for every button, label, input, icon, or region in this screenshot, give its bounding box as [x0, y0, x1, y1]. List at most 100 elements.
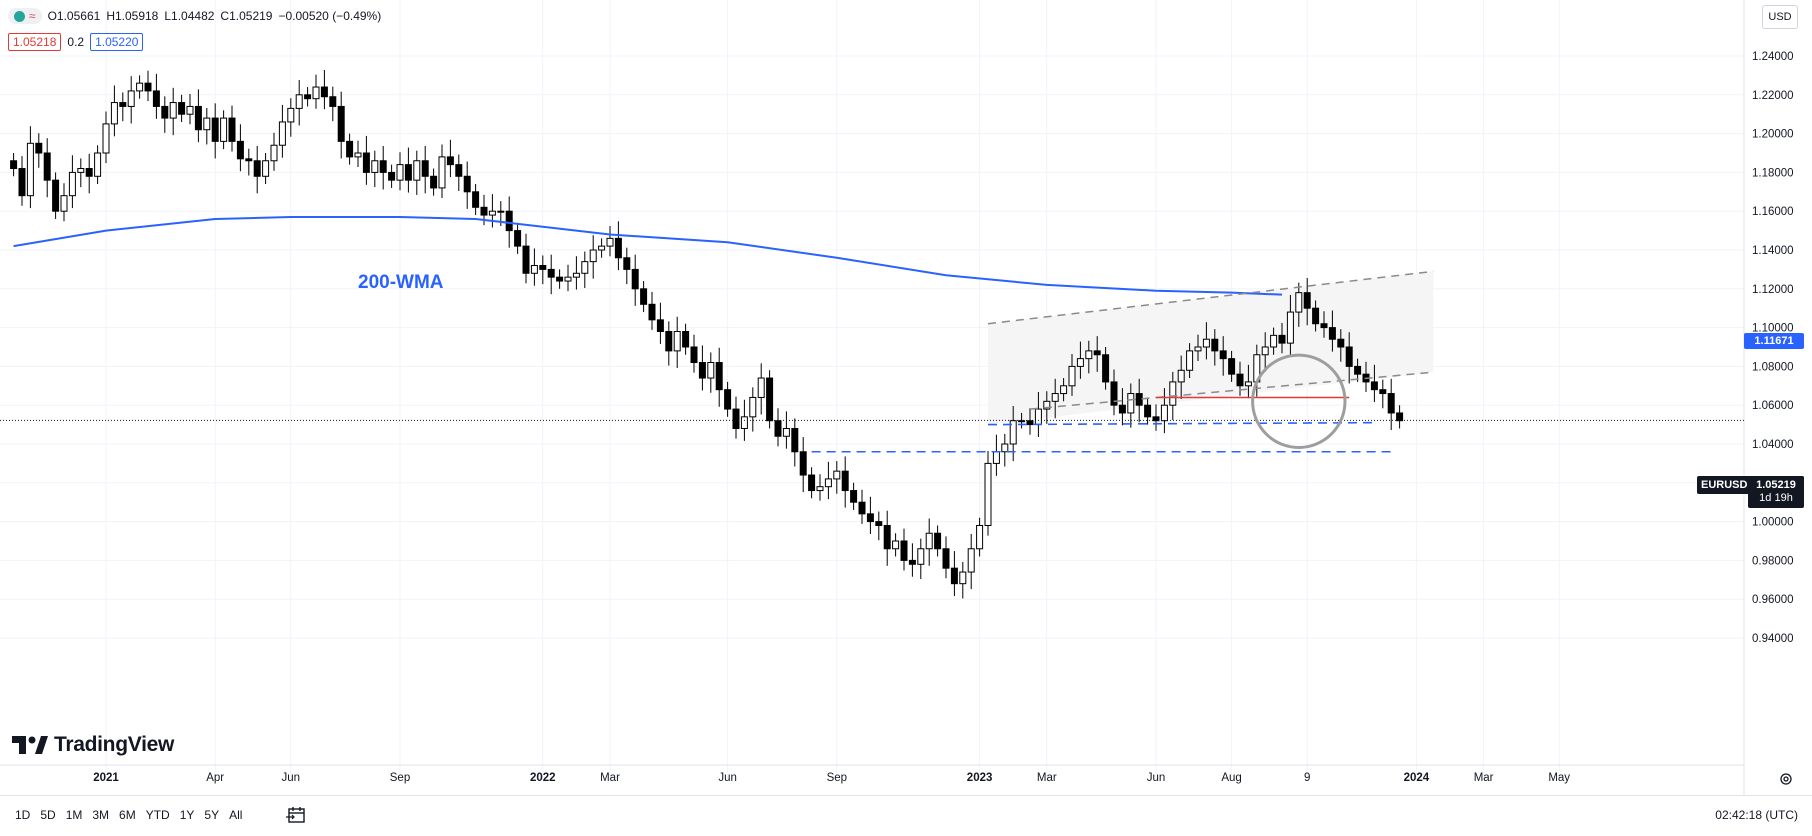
timeframe-5d[interactable]: 5D — [40, 808, 56, 822]
y-tick-label: 1.00000 — [1752, 517, 1794, 529]
candle-body — [564, 276, 572, 282]
candle-body — [446, 156, 454, 166]
candle-body — [1169, 381, 1177, 406]
timeframe-1y[interactable]: 1Y — [179, 808, 195, 822]
candle-body — [127, 90, 135, 107]
x-tick-label: May — [1548, 772, 1570, 784]
candle — [1127, 383, 1135, 428]
wma-annotation: 200-WMA — [358, 272, 444, 293]
candle — [892, 533, 900, 557]
timeframe-6m[interactable]: 6M — [119, 808, 136, 822]
candle — [52, 172, 60, 219]
calendar-range-icon[interactable] — [286, 804, 308, 826]
candle-body — [556, 276, 564, 282]
candle — [1076, 341, 1084, 379]
channel-shade — [988, 271, 1434, 425]
timeframe-5y[interactable]: 5Y — [204, 808, 220, 822]
candle-body — [270, 144, 278, 162]
ask-price[interactable]: 1.05220 — [90, 33, 144, 51]
candle — [530, 248, 538, 286]
candle — [522, 233, 530, 284]
candle-body — [1379, 389, 1387, 395]
candle-body — [463, 175, 471, 193]
candle-body — [976, 524, 984, 550]
candle — [35, 133, 43, 168]
candle-body — [1085, 350, 1093, 360]
candle — [26, 126, 34, 209]
candle — [161, 96, 169, 133]
tradingview-logo[interactable]: TradingView — [12, 733, 174, 757]
candle — [463, 161, 471, 209]
currency-button[interactable]: USD — [1762, 5, 1798, 29]
timeframe-1m[interactable]: 1M — [65, 808, 83, 822]
candle — [665, 321, 673, 366]
candle-body — [497, 210, 505, 213]
candle-body — [866, 513, 874, 523]
timeframe-ytd[interactable]: YTD — [145, 808, 170, 822]
candle — [1194, 334, 1202, 361]
candle — [732, 396, 740, 439]
candle-body — [320, 86, 328, 98]
timeframe-all[interactable]: All — [229, 808, 243, 822]
timeframe-3m[interactable]: 3M — [92, 808, 110, 822]
candle — [623, 247, 631, 285]
candle-body — [791, 427, 799, 453]
candle-body — [992, 451, 1000, 464]
gear-icon[interactable] — [1778, 771, 1794, 787]
ohlc-open: O1.05661 — [47, 9, 101, 23]
candle-body — [1261, 346, 1269, 356]
candle-body — [1328, 327, 1336, 340]
symbol-chip[interactable]: ≈ — [8, 8, 42, 24]
utc-clock[interactable]: 02:42:18 (UTC) — [1715, 808, 1798, 822]
x-tick-label: Jun — [282, 772, 301, 784]
candle — [10, 153, 18, 177]
candle-body — [1068, 365, 1076, 387]
x-tick-label: Jun — [718, 772, 737, 784]
candle — [1093, 336, 1101, 372]
candle-body — [606, 237, 614, 247]
candle-body — [1270, 334, 1278, 348]
candle-body — [589, 249, 597, 263]
candle-body — [1009, 420, 1017, 445]
candle — [1261, 332, 1269, 372]
candle — [262, 153, 270, 185]
y-tick-label: 1.14000 — [1752, 245, 1794, 257]
timeframe-1d[interactable]: 1D — [15, 808, 31, 822]
candle — [388, 164, 396, 188]
candle-body — [892, 540, 900, 550]
x-tick-label: Sep — [390, 772, 410, 784]
candle — [278, 104, 286, 158]
candle — [791, 418, 799, 467]
bar-countdown: 1d 19h — [1759, 492, 1793, 504]
candle-body — [631, 268, 639, 290]
candle — [178, 94, 186, 122]
candle-body — [715, 362, 723, 391]
candle-body — [262, 160, 270, 177]
candle-body — [774, 420, 782, 437]
candle — [446, 139, 454, 178]
x-tick-label: Aug — [1221, 772, 1241, 784]
candle-body — [1387, 393, 1395, 414]
candle — [581, 251, 589, 289]
candle — [77, 158, 85, 188]
candle — [346, 133, 354, 165]
candle — [1328, 310, 1336, 352]
candle — [102, 111, 110, 164]
candle — [1244, 364, 1252, 399]
candle — [1278, 322, 1286, 354]
candle — [967, 534, 975, 590]
tradingview-logo-icon — [12, 736, 48, 754]
bid-price[interactable]: 1.05218 — [8, 33, 62, 51]
candle — [430, 168, 438, 196]
candle — [152, 73, 160, 119]
candle-body — [295, 94, 303, 109]
candle-body — [94, 152, 102, 177]
candle-body — [1043, 400, 1051, 410]
candle-body — [707, 362, 715, 379]
y-tick-label: 1.06000 — [1752, 400, 1794, 412]
candle — [824, 461, 832, 500]
y-tick-label: 1.08000 — [1752, 361, 1794, 373]
x-tick-label: 9 — [1304, 772, 1310, 784]
candle — [312, 74, 320, 109]
